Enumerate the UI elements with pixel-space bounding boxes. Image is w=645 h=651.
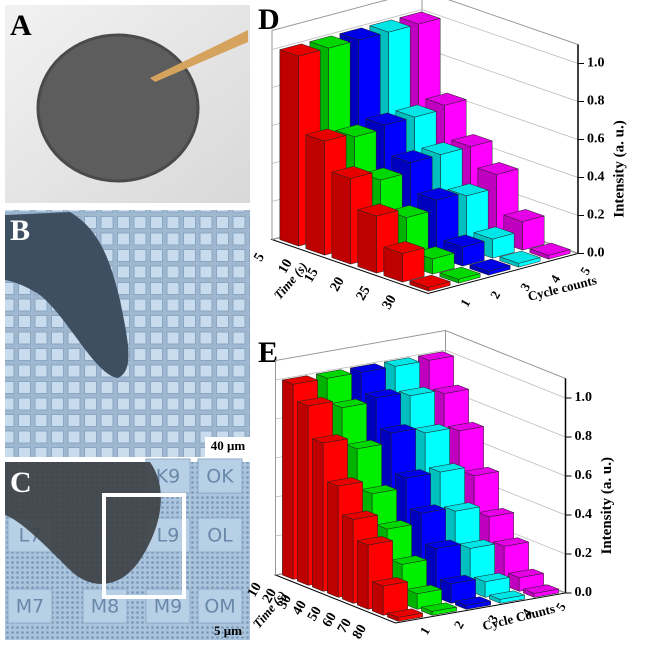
tile-label: M7 bbox=[16, 596, 44, 618]
panel-label: D bbox=[258, 3, 280, 36]
bar-side bbox=[358, 210, 377, 273]
series-tick-label: 2 bbox=[487, 288, 503, 301]
series-tick-label: 1 bbox=[457, 296, 473, 309]
bar-side bbox=[327, 482, 338, 597]
tile-label: L9 bbox=[157, 525, 180, 547]
x-tick-label: 25 bbox=[354, 284, 374, 304]
y-tick-label: 0.6 bbox=[575, 468, 593, 483]
bar-side bbox=[372, 582, 383, 616]
panel-b: 40 μm B bbox=[5, 210, 250, 457]
y-tick-label: 1.0 bbox=[575, 390, 593, 405]
bar-side bbox=[332, 172, 351, 264]
tile-label: OK bbox=[206, 466, 234, 488]
y-axis-title: Intensity (a. u.) bbox=[599, 457, 615, 555]
y-tick-label: 0.8 bbox=[587, 94, 605, 109]
scale-label: 40 μm bbox=[211, 438, 246, 453]
y-tick-label: 0.8 bbox=[575, 429, 593, 444]
y-tick-label: 0.4 bbox=[575, 507, 593, 522]
series-axis-title: Cycle counts bbox=[526, 272, 598, 304]
y-tick-label: 0.0 bbox=[575, 585, 593, 600]
y-tick-label: 0.0 bbox=[587, 246, 605, 261]
bar-side bbox=[297, 402, 308, 586]
y-tick-label: 1.0 bbox=[587, 56, 605, 71]
y-tick-label: 0.2 bbox=[587, 208, 605, 223]
tile-label: OM bbox=[204, 596, 235, 618]
x-tick-label: 5 bbox=[252, 251, 268, 265]
bar-side bbox=[342, 515, 353, 603]
y-tick-label: 0.2 bbox=[575, 546, 593, 561]
series-tick-label: 1 bbox=[417, 624, 433, 637]
bar-side bbox=[280, 50, 299, 246]
bar-side bbox=[357, 541, 368, 610]
tile-label: OL bbox=[207, 525, 233, 547]
x-tick-label: 20 bbox=[328, 275, 348, 295]
scale-label: 5 μm bbox=[214, 623, 242, 638]
panel-label: C bbox=[10, 466, 32, 499]
figure: A 40 μm B 5 μm K9OKL7L9OLM7M8M9OMC D E 0… bbox=[0, 0, 645, 646]
bar-side bbox=[282, 380, 293, 579]
y-tick-label: 0.4 bbox=[587, 170, 605, 185]
panel-a: A bbox=[5, 5, 250, 203]
panel-label: B bbox=[10, 214, 30, 247]
x-tick-label: 30 bbox=[380, 293, 400, 313]
bar-side bbox=[312, 439, 323, 592]
series-tick-label: 2 bbox=[451, 618, 467, 631]
bar-side bbox=[306, 135, 325, 255]
y-tick-label: 0.6 bbox=[587, 132, 605, 147]
panel-label: A bbox=[10, 9, 32, 42]
y-axis-title: Intensity (a. u.) bbox=[611, 120, 627, 218]
